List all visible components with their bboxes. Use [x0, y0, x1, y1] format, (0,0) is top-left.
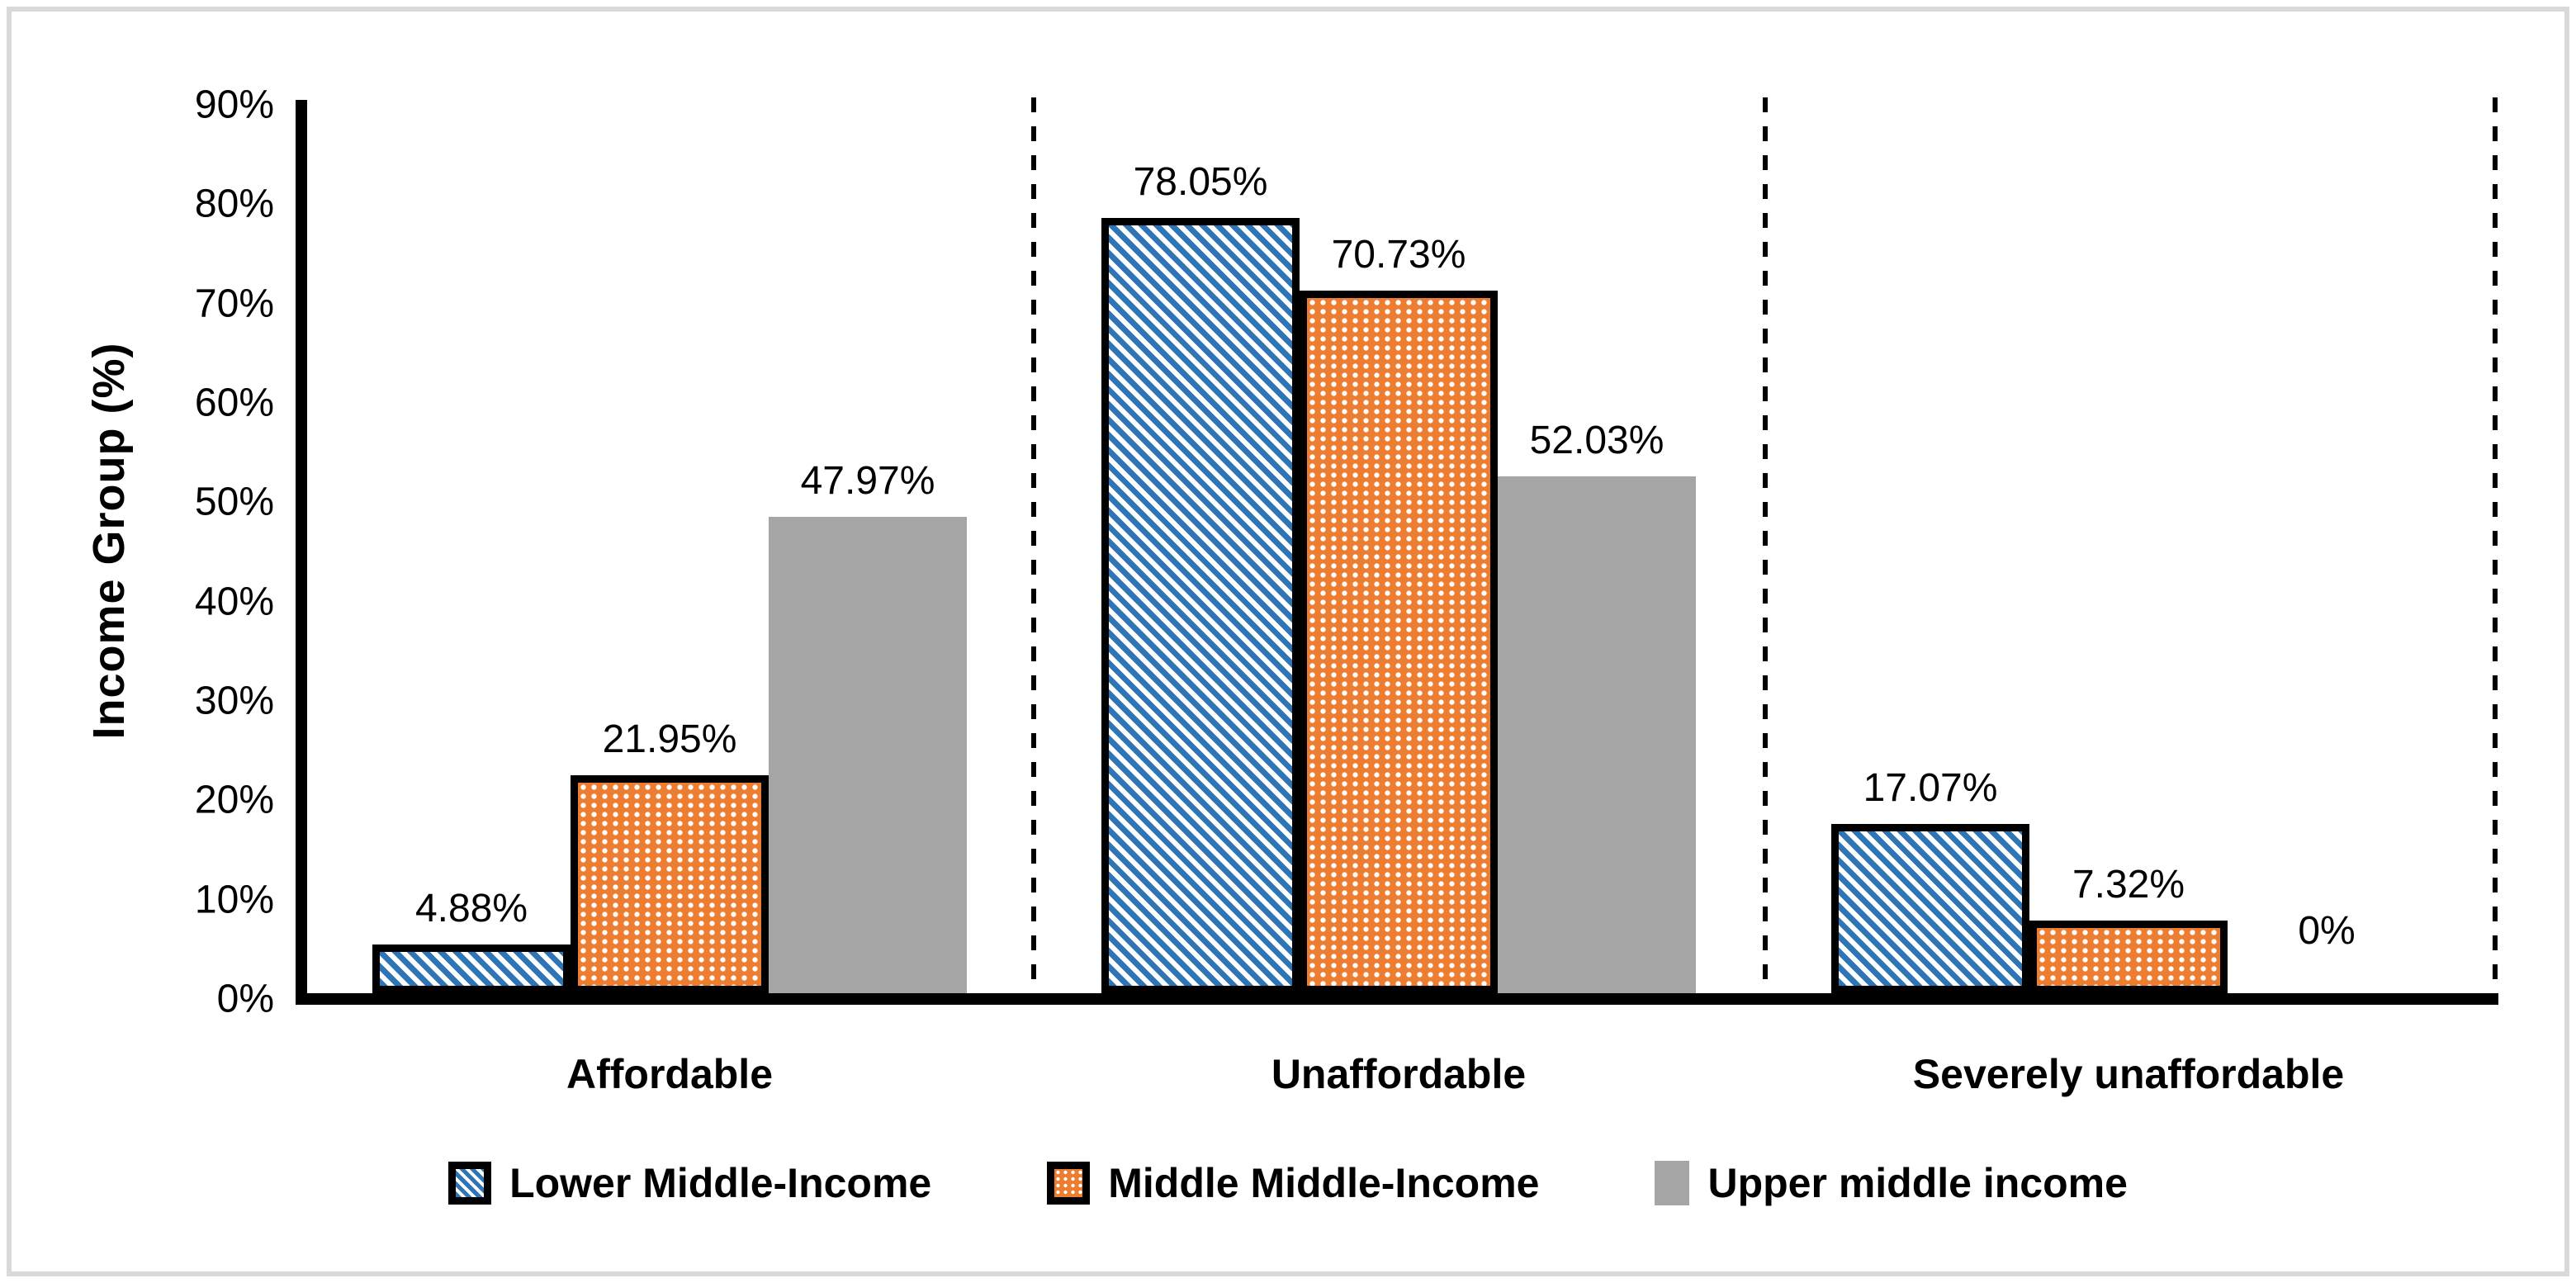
y-tick-label-40: 40% — [194, 580, 274, 624]
bar-middle-middle-income-unaffordable — [1300, 291, 1498, 993]
bar-upper-middle-income-affordable — [769, 517, 967, 993]
bar-middle-middle-income-severely-unaffordable — [2029, 921, 2228, 993]
y-tick-label-10: 10% — [194, 878, 274, 922]
bar-value-label-middle-middle-income-unaffordable: 70.73% — [1331, 233, 1466, 277]
y-tick-label-20: 20% — [194, 778, 274, 822]
y-tick-label-80: 80% — [194, 182, 274, 226]
y-tick-label-70: 70% — [194, 282, 274, 326]
legend-item-lower-middle-income: Lower Middle-Income — [448, 1159, 931, 1207]
bar-value-label-lower-middle-income-severely-unaffordable: 17.07% — [1863, 766, 1998, 810]
bar-value-label-lower-middle-income-unaffordable: 78.05% — [1133, 160, 1268, 204]
bar-value-label-middle-middle-income-severely-unaffordable: 7.32% — [2072, 863, 2185, 907]
x-axis-line — [296, 993, 2498, 1005]
bar-value-label-upper-middle-income-affordable: 47.97% — [800, 459, 935, 503]
bar-value-label-upper-middle-income-severely-unaffordable: 0% — [2298, 909, 2356, 953]
legend-label-upper-middle-income: Upper middle income — [1707, 1160, 2128, 1206]
y-axis-title: Income Group (%) — [84, 342, 134, 740]
legend-label-lower-middle-income: Lower Middle-Income — [509, 1160, 932, 1206]
x-category-label-unaffordable: Unaffordable — [1271, 1051, 1527, 1097]
bar-lower-middle-income-affordable — [372, 944, 571, 993]
bar-upper-middle-income-unaffordable — [1498, 476, 1696, 993]
x-category-label-severely-unaffordable: Severely unaffordable — [1912, 1051, 2345, 1097]
y-tick-label-50: 50% — [194, 480, 274, 524]
y-tick-label-60: 60% — [194, 381, 274, 425]
legend-swatch-upper-middle-income — [1655, 1161, 1690, 1205]
legend: Lower Middle-Income Middle Middle-Income U… — [0, 1159, 2576, 1207]
y-tick-label-30: 30% — [194, 679, 274, 723]
bar-lower-middle-income-severely-unaffordable — [1831, 824, 2029, 993]
bar-middle-middle-income-affordable — [571, 775, 769, 993]
legend-swatch-middle-middle-income — [1047, 1162, 1091, 1205]
y-tick-label-0: 0% — [216, 977, 274, 1021]
legend-swatch-lower-middle-income — [448, 1162, 492, 1205]
x-category-label-affordable: Affordable — [566, 1051, 773, 1097]
legend-item-middle-middle-income: Middle Middle-Income — [1047, 1159, 1539, 1207]
legend-label-middle-middle-income: Middle Middle-Income — [1108, 1160, 1540, 1206]
bar-value-label-lower-middle-income-affordable: 4.88% — [414, 887, 528, 930]
bar-lower-middle-income-unaffordable — [1101, 218, 1300, 993]
dashed-separator-1 — [1031, 97, 1036, 993]
bar-value-label-upper-middle-income-unaffordable: 52.03% — [1529, 419, 1664, 462]
dashed-separator-2 — [1763, 97, 1768, 993]
bar-value-label-middle-middle-income-affordable: 21.95% — [602, 717, 737, 761]
y-tick-label-90: 90% — [194, 83, 274, 127]
legend-item-upper-middle-income: Upper middle income — [1655, 1159, 2128, 1207]
y-axis-line — [296, 100, 307, 1005]
dashed-separator-3 — [2493, 97, 2498, 993]
